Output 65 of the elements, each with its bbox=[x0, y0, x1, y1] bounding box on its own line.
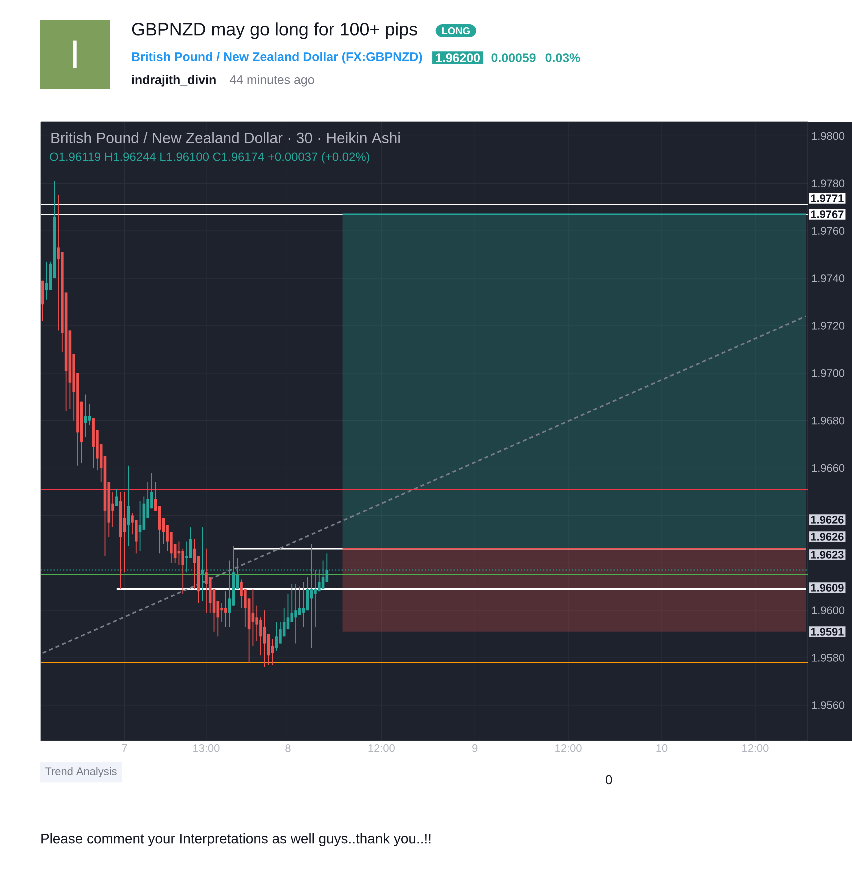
candlestick bbox=[256, 605, 258, 642]
text: 1.9609 bbox=[811, 584, 844, 592]
candlestick bbox=[57, 195, 60, 332]
ref-line-label: 1.9767 bbox=[811, 210, 844, 218]
text: 0 bbox=[606, 775, 612, 785]
candlestick bbox=[182, 548, 185, 594]
text: LONG bbox=[442, 27, 470, 35]
candlestick bbox=[275, 622, 278, 652]
candlestick bbox=[298, 586, 302, 616]
text: 0.00059 bbox=[492, 54, 536, 62]
y-tick-label: 1.9600 bbox=[812, 606, 845, 614]
y-tick-label: 1.9680 bbox=[812, 416, 845, 425]
x-tick-label: 12:00 bbox=[742, 744, 769, 752]
y-tick-label: 1.9780 bbox=[812, 180, 845, 188]
x-tick-label: 13:00 bbox=[194, 744, 220, 752]
text: 1.96200 bbox=[436, 54, 480, 62]
candlestick bbox=[220, 603, 224, 623]
x-tick-label: 10 bbox=[656, 744, 668, 752]
text: British Pound / New Zealand Dollar (FX:GBPNZD) bbox=[132, 52, 422, 64]
x-tick-label: 9 bbox=[472, 744, 478, 752]
candlestick bbox=[42, 280, 44, 322]
annotation: British Pound / New Zealand Dollar · 30 · Heikin Ashi bbox=[52, 132, 400, 144]
text: 1.9623 bbox=[811, 551, 844, 559]
candlestick bbox=[205, 548, 208, 614]
text: I bbox=[73, 40, 77, 68]
annotation: O1.96119 H1.96244 L1.96100 C1.96174 +0.00037 (+0.02%) bbox=[50, 152, 370, 164]
candlestick bbox=[263, 610, 266, 668]
text: 1.9626 bbox=[811, 516, 844, 524]
candlestick bbox=[189, 527, 192, 559]
y-tick-label: 1.9580 bbox=[812, 654, 845, 662]
candlestick bbox=[116, 489, 118, 507]
candlestick bbox=[271, 638, 274, 666]
candlestick bbox=[252, 588, 255, 647]
y-tick-label: 1.9720 bbox=[812, 322, 845, 330]
candlestick bbox=[88, 404, 92, 426]
x-tick-label: 12:00 bbox=[368, 744, 395, 752]
candlestick bbox=[224, 591, 228, 628]
candlestick bbox=[127, 465, 130, 547]
text: 44 minutes ago bbox=[230, 75, 314, 87]
y-tick-label: 1.9800 bbox=[812, 132, 845, 140]
text: Trend Analysis bbox=[45, 767, 117, 778]
candlestick bbox=[279, 622, 282, 644]
x-tick-label: 7 bbox=[122, 744, 128, 752]
y-tick-label: 1.9760 bbox=[812, 227, 845, 235]
candlestick bbox=[294, 584, 298, 644]
candlestick bbox=[240, 579, 243, 609]
y-tick-label: 1.9700 bbox=[812, 370, 845, 378]
text: 1.9591 bbox=[811, 628, 844, 636]
candlestick bbox=[134, 520, 138, 554]
y-tick-label: 1.9740 bbox=[812, 274, 845, 282]
chart-title: GBPNZD may go long for 100+ pips bbox=[132, 22, 418, 40]
text: 1.9626 bbox=[811, 533, 844, 541]
candlestick bbox=[306, 576, 310, 612]
candlestick bbox=[123, 492, 126, 574]
y-tick-label: 1.9560 bbox=[812, 702, 845, 710]
text: indrajith_divin bbox=[132, 75, 216, 87]
ref-line-label: 1.9771 bbox=[811, 194, 844, 202]
y-tick-label: 1.9660 bbox=[812, 464, 845, 472]
text: 0.03% bbox=[546, 54, 580, 62]
candlestick bbox=[302, 582, 306, 628]
x-tick-label: 12:00 bbox=[556, 744, 582, 752]
text: Please comment your Interpretations as well guys..thank you..!! bbox=[42, 834, 431, 846]
candlestick bbox=[260, 617, 262, 656]
x-tick-label: 8 bbox=[286, 744, 291, 752]
candlestick bbox=[138, 501, 142, 552]
